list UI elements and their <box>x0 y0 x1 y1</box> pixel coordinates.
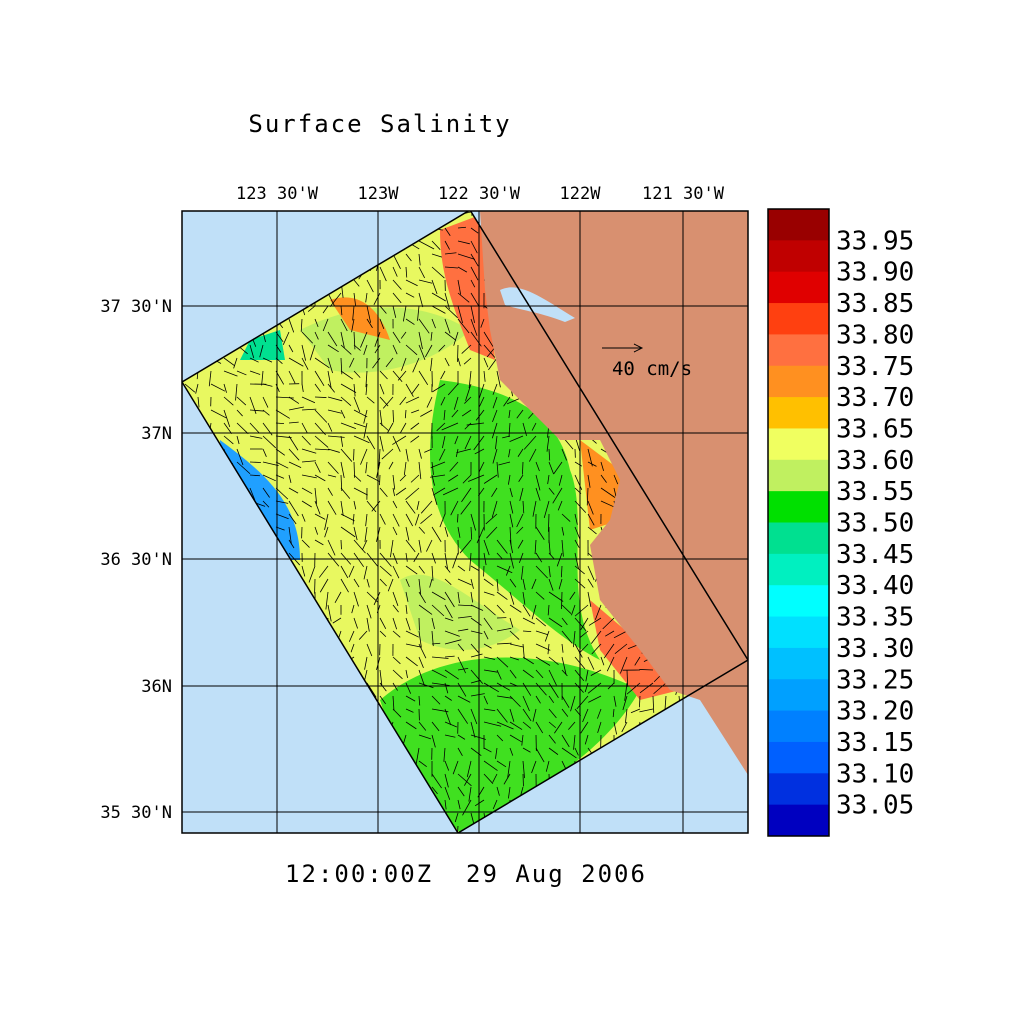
timestamp: 12:00:00Z 29 Aug 2006 <box>285 860 647 888</box>
lon-labels: 123 30'W 123W 122 30'W 122W 121 30'W <box>236 184 725 204</box>
colorbar-swatch <box>768 805 829 837</box>
colorbar-swatch <box>768 554 829 586</box>
colorbar-swatch <box>768 711 829 743</box>
colorbar-label: 33.30 <box>836 634 914 664</box>
lon-label: 121 30'W <box>642 184 725 204</box>
lat-label: 37 30'N <box>100 297 172 317</box>
colorbar-label: 33.05 <box>836 791 914 821</box>
colorbar-label: 33.70 <box>836 383 914 413</box>
colorbar-swatch <box>768 585 829 617</box>
colorbar-swatch <box>768 460 829 492</box>
colorbar-label: 33.65 <box>836 414 914 444</box>
colorbar: 33.9533.9033.8533.8033.7533.7033.6533.60… <box>768 209 914 837</box>
colorbar-swatch <box>768 742 829 774</box>
colorbar-label: 33.40 <box>836 571 914 601</box>
lon-label: 122 30'W <box>438 184 521 204</box>
colorbar-swatch <box>768 397 829 429</box>
colorbar-swatch <box>768 648 829 680</box>
colorbar-swatch <box>768 491 829 523</box>
colorbar-label: 33.10 <box>836 759 914 789</box>
colorbar-label: 33.75 <box>836 352 914 382</box>
lon-label: 123W <box>358 184 400 204</box>
vector <box>250 462 261 463</box>
colorbar-swatch <box>768 617 829 649</box>
lat-label: 36 30'N <box>100 550 172 570</box>
lat-label: 35 30'N <box>100 803 172 823</box>
colorbar-label: 33.15 <box>836 728 914 758</box>
colorbar-swatch <box>768 240 829 272</box>
colorbar-swatch <box>768 334 829 366</box>
colorbar-swatch <box>768 303 829 335</box>
lat-label: 37N <box>141 424 172 444</box>
lat-labels: 37 30'N 37N 36 30'N 36N 35 30'N <box>100 297 172 823</box>
colorbar-label: 33.45 <box>836 540 914 570</box>
colorbar-swatch <box>768 366 829 398</box>
lat-label: 36N <box>141 677 172 697</box>
vector <box>522 462 523 475</box>
lon-label: 122W <box>560 184 602 204</box>
colorbar-label: 33.55 <box>836 477 914 507</box>
colorbar-label: 33.90 <box>836 258 914 288</box>
colorbar-swatch <box>768 272 829 304</box>
colorbar-label: 33.50 <box>836 509 914 539</box>
colorbar-label: 33.80 <box>836 320 914 350</box>
colorbar-label: 33.20 <box>836 697 914 727</box>
colorbar-swatch <box>768 209 829 241</box>
colorbar-swatch <box>768 679 829 711</box>
colorbar-label: 33.35 <box>836 603 914 633</box>
vector <box>561 592 562 609</box>
vector <box>457 514 458 522</box>
scale-label: 40 cm/s <box>612 358 692 380</box>
colorbar-swatch <box>768 428 829 460</box>
vector <box>393 410 394 422</box>
colorbar-label: 33.95 <box>836 226 914 256</box>
colorbar-label: 33.60 <box>836 446 914 476</box>
vector <box>315 397 326 398</box>
colorbar-swatch <box>768 523 829 555</box>
colorbar-label: 33.85 <box>836 289 914 319</box>
lon-label: 123 30'W <box>236 184 319 204</box>
title: Surface Salinity <box>248 110 511 138</box>
colorbar-label: 33.25 <box>836 665 914 695</box>
colorbar-swatch <box>768 773 829 805</box>
